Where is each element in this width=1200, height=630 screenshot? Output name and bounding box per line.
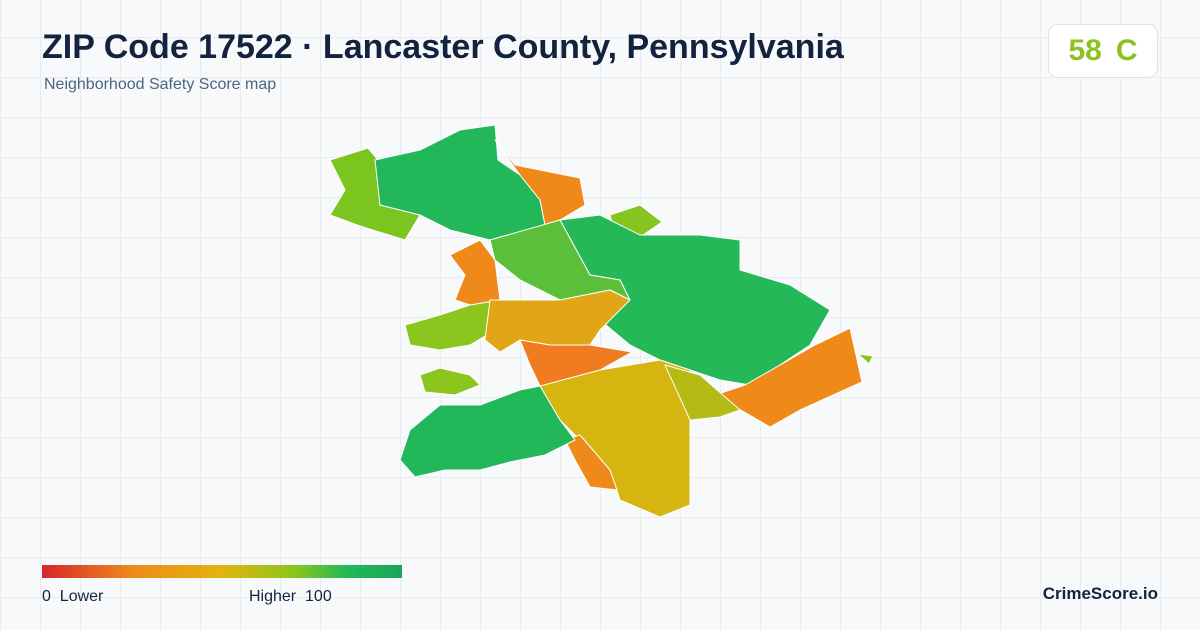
legend-gradient [42,565,402,578]
score-grade: C [1115,34,1138,67]
region [564,434,618,491]
legend-min-label: Lower [59,588,104,605]
region [404,299,501,351]
score-value: 58 [1068,34,1102,67]
title: ZIP Code 17522 · Lancaster County, Penns… [42,28,844,66]
legend-min: 0 Lower [42,588,103,606]
brand: CrimeScore.io [1042,584,1158,603]
legend-max-label: Higher [249,588,297,605]
subtitle: Neighborhood Safety Score map [44,76,277,93]
legend-max-value: 100 [305,588,332,605]
region [857,353,874,365]
score-badge: 58 C [1048,24,1158,78]
region [664,364,741,421]
legend-max: Higher 100 [249,588,332,606]
region [399,385,576,478]
legend-min-value: 0 [42,588,51,605]
region [329,147,421,241]
region [419,367,481,396]
region [494,139,586,226]
